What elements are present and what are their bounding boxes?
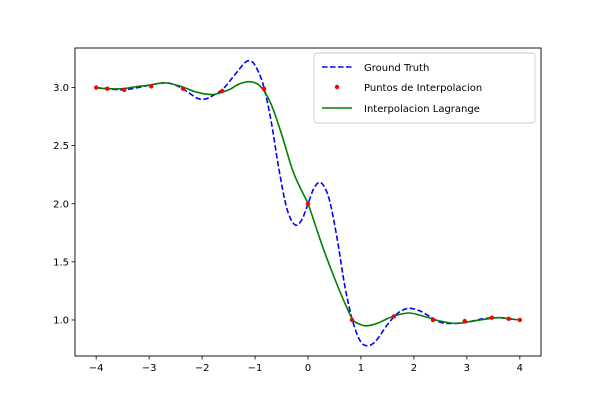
x-tick-label: 0: [305, 363, 311, 374]
interpolation-point: [391, 314, 396, 319]
x-tick-label: −4: [89, 363, 104, 374]
interpolation-point: [261, 86, 267, 91]
interpolation-point: [430, 317, 436, 323]
legend: Ground Truth Puntos de Interpolacion Int…: [313, 52, 536, 124]
legend-label-ground-truth: Ground Truth: [364, 63, 429, 74]
x-tick-label: −3: [142, 363, 157, 374]
interpolation-point: [122, 87, 127, 93]
ground-truth-line: [96, 59, 520, 347]
interpolation-point: [517, 317, 523, 323]
legend-label-lagrange: Interpolacion Lagrange: [364, 104, 480, 115]
interpolation-point: [220, 88, 225, 94]
interpolation-point: [462, 318, 467, 324]
x-axis: −4 −3 −2 −1 0 1 2 3 4: [89, 356, 523, 374]
y-tick-label: 2.0: [53, 199, 69, 210]
x-tick-label: 1: [358, 363, 364, 374]
x-tick-label: −2: [195, 363, 210, 374]
lagrange-interpolation-line: [96, 80, 520, 327]
x-tick-label: 3: [464, 363, 470, 374]
y-tick-label: 1.0: [53, 316, 69, 327]
y-axis: 1.0 1.5 2.0 2.5 3.0: [53, 83, 75, 327]
interpolation-point: [149, 84, 154, 89]
interpolation-point: [105, 86, 110, 91]
interpolation-point: [506, 316, 511, 322]
y-tick-label: 1.5: [53, 257, 69, 268]
x-tick-label: 4: [517, 363, 523, 374]
x-tick-label: −1: [248, 363, 263, 374]
x-tick-label: 2: [411, 363, 417, 374]
interpolation-point: [349, 317, 355, 323]
legend-label-puntos: Puntos de Interpolacion: [364, 83, 482, 94]
legend-frame: [313, 52, 536, 124]
interpolation-point: [305, 201, 311, 206]
y-tick-label: 3.0: [53, 83, 69, 94]
interpolation-point: [489, 315, 494, 320]
interpolation-point: [93, 85, 99, 90]
y-tick-label: 2.5: [53, 141, 69, 152]
series-layer: [93, 59, 523, 347]
legend-swatch-puntos: [334, 84, 340, 90]
interpolation-point: [180, 86, 186, 91]
